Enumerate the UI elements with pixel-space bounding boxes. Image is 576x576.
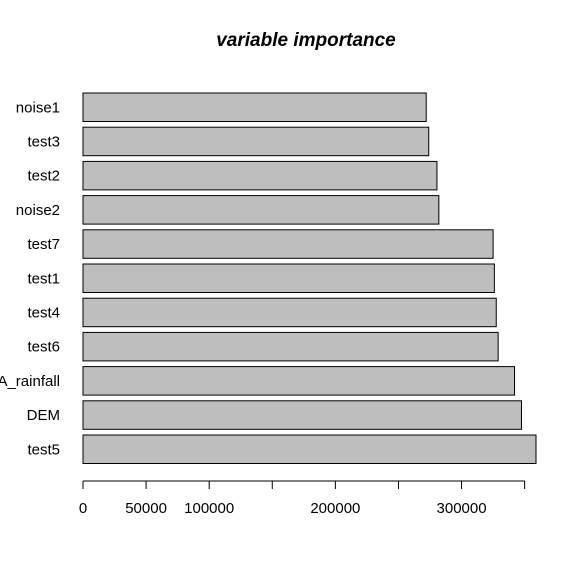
bar-test5 — [82, 434, 537, 464]
bar-noise2 — [82, 195, 440, 225]
chart-title: variable importance — [216, 30, 396, 51]
category-label-test4: test4 — [27, 304, 60, 321]
bar-test7 — [82, 229, 494, 259]
x-tick-label-100000: 100000 — [184, 500, 234, 517]
x-tick-label-50000: 50000 — [125, 500, 167, 517]
category-label-noise2: noise2 — [16, 202, 60, 219]
x-axis: 0 50000 100000 200000 300000 — [79, 480, 526, 517]
x-tick-label-0: 0 — [79, 500, 87, 517]
category-label-test5: test5 — [27, 441, 60, 458]
bar-test4 — [82, 297, 497, 328]
x-tick-label-200000: 200000 — [310, 500, 360, 517]
category-label-test1: test1 — [27, 270, 60, 287]
bar-dem — [82, 400, 522, 430]
x-tick-label-300000: 300000 — [437, 500, 487, 517]
bar-test2 — [82, 160, 438, 191]
bar-test3 — [82, 126, 430, 157]
bar-a-rainfall — [82, 366, 516, 396]
bars-group — [82, 92, 537, 464]
bar-test1 — [82, 263, 495, 293]
category-label-test3: test3 — [27, 133, 60, 150]
category-label-a-rainfall: A_rainfall — [0, 373, 60, 390]
category-label-test6: test6 — [27, 339, 60, 356]
category-label-test7: test7 — [27, 236, 60, 253]
category-labels: noise1 test3 test2 noise2 test7 test1 test4 tes… — [0, 99, 60, 458]
category-label-noise1: noise1 — [16, 99, 60, 116]
category-label-test2: test2 — [27, 168, 60, 185]
category-label-dem: DEM — [27, 407, 60, 424]
bar-test6 — [82, 331, 499, 362]
bar-noise1 — [82, 92, 427, 122]
